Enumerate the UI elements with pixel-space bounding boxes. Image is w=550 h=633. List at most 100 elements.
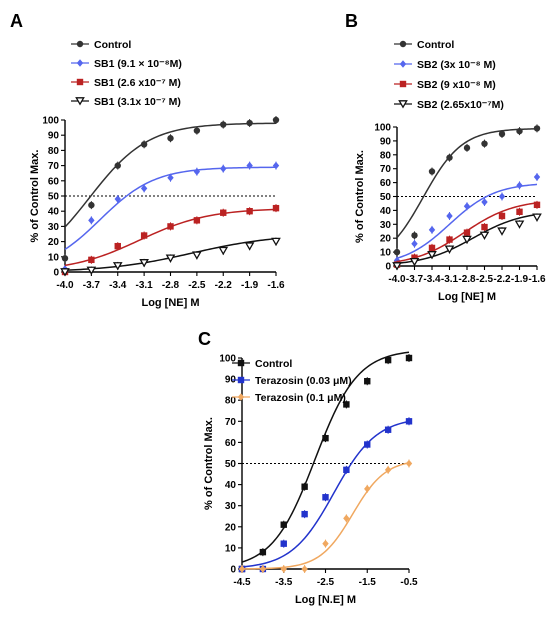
data-point (533, 173, 541, 181)
data-point (427, 251, 437, 260)
data-point (88, 256, 95, 264)
y-tick-label-4: 40 (48, 207, 60, 218)
data-point (384, 356, 392, 364)
data-point (88, 201, 95, 209)
y-axis-title: % of Control Max. (354, 150, 366, 243)
data-point (220, 121, 227, 128)
data-point (481, 198, 488, 206)
data-point (409, 257, 420, 267)
data-point (140, 141, 148, 148)
legend-label-2: SB2 (9 x10⁻⁸ M) (417, 79, 496, 91)
series-2 (238, 459, 413, 573)
y-tick-label-4: 40 (225, 480, 237, 491)
y-tick-label-3: 30 (380, 220, 392, 231)
y-tick-label-7: 70 (225, 417, 237, 428)
x-tick-label-2: -3.4 (109, 280, 127, 291)
data-point (384, 426, 392, 433)
data-point (428, 244, 436, 252)
data-point (392, 262, 402, 271)
y-tick-label-10: 100 (42, 116, 59, 127)
data-point (280, 521, 287, 528)
data-point (301, 510, 308, 518)
legend-label-1: SB1 (9.1 × 10⁻⁸M) (94, 58, 182, 70)
legend-label-0: Control (94, 39, 131, 51)
data-point (280, 540, 287, 547)
y-tick-label-2: 20 (48, 237, 60, 248)
legend-label-1: Terazosin (0.03 μM) (255, 375, 352, 387)
data-point (479, 231, 490, 240)
x-tick-label-3: -3.1 (136, 280, 154, 291)
data-point (532, 213, 542, 222)
data-point (167, 173, 174, 182)
data-point (533, 125, 541, 132)
data-point (463, 229, 471, 236)
data-point (218, 246, 229, 256)
data-point (259, 548, 267, 556)
y-tick-label-9: 90 (225, 375, 237, 386)
legend-marker-2 (399, 80, 407, 88)
data-point (364, 485, 371, 493)
data-point (533, 201, 541, 209)
y-tick-label-2: 20 (225, 522, 237, 533)
data-point (246, 208, 253, 215)
data-point (88, 216, 95, 225)
data-point (244, 242, 255, 251)
data-point (112, 262, 123, 271)
legend-marker-1 (399, 60, 407, 68)
x-tick-label-0: -4.5 (233, 577, 251, 588)
y-tick-label-10: 100 (219, 354, 236, 365)
series-2 (61, 204, 280, 276)
x-tick-label-8: -1.6 (528, 274, 546, 285)
panel-a-chart: 0 10 20 30 40 50 60 70 80 90 100 -4.0 -3.7 -3.4 -3.1 -2… (29, 39, 285, 309)
data-point (114, 195, 121, 203)
x-tick-label-7: -1.9 (241, 280, 259, 291)
data-point (463, 202, 471, 211)
data-point (139, 259, 149, 268)
x-axis-title: Log [NE] M (141, 297, 199, 309)
y-tick-label-8: 80 (225, 396, 237, 407)
panel-c-chart: 0 10 20 30 40 50 60 70 80 90 100 -4.5 -3.5 -2.5 -1.5 -0… (203, 351, 418, 606)
data-point (405, 354, 413, 362)
data-point (411, 254, 418, 261)
data-point (271, 237, 281, 247)
data-point (238, 565, 246, 573)
x-tick-label-6: -2.2 (215, 280, 233, 291)
data-point (481, 223, 488, 231)
data-point (322, 434, 329, 442)
legend-marker-3 (75, 97, 85, 106)
data-point (272, 204, 280, 212)
x-tick-label-4: -0.5 (400, 577, 418, 588)
data-point (86, 266, 97, 275)
y-tick-label-8: 80 (380, 150, 392, 161)
x-tick-label-3: -3.1 (441, 274, 459, 285)
y-tick-label-0: 0 (385, 262, 391, 273)
x-axis-title: Log [NE] M (438, 291, 496, 303)
y-tick-label-0: 0 (53, 268, 59, 279)
data-point (193, 217, 201, 224)
data-point (246, 161, 253, 170)
data-point (364, 378, 371, 385)
data-point (246, 119, 253, 127)
series-1 (61, 161, 280, 273)
x-tick-label-5: -2.5 (476, 274, 494, 285)
data-point (193, 127, 201, 134)
panel-letter-b: B (345, 11, 358, 31)
data-point (481, 140, 488, 147)
x-tick-label-0: -4.0 (388, 274, 406, 285)
y-tick-label-4: 40 (380, 206, 392, 217)
fit-curve-2 (241, 462, 410, 570)
data-point (384, 466, 392, 474)
data-point (272, 161, 280, 170)
legend-marker-3 (398, 100, 408, 109)
data-point (280, 565, 287, 573)
legend-label-2: SB1 (2.6 x10⁻⁷ M) (94, 77, 181, 89)
data-point (301, 565, 308, 573)
legend-marker-0 (399, 40, 407, 48)
x-tick-label-1: -3.7 (83, 280, 101, 291)
data-point (428, 168, 436, 175)
y-tick-label-2: 20 (380, 234, 392, 245)
y-tick-label-6: 60 (225, 438, 237, 449)
legend-label-2: Terazosin (0.1 μM) (255, 392, 346, 404)
data-point (428, 226, 436, 234)
